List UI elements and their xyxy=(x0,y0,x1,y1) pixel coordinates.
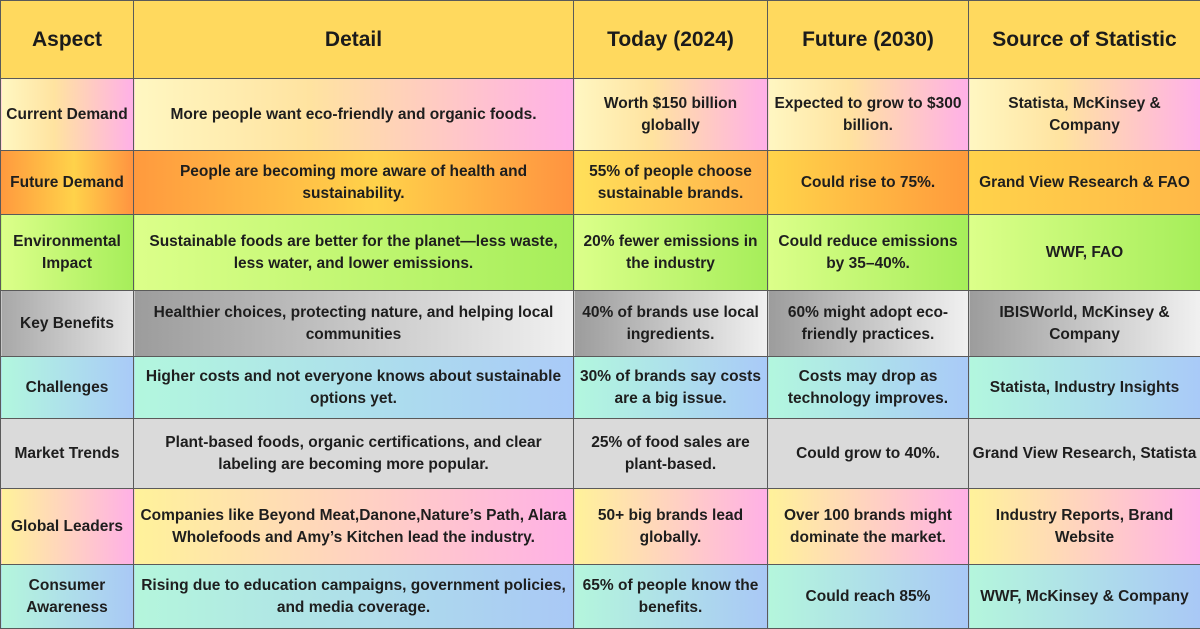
cell-aspect: Market Trends xyxy=(1,419,134,489)
cell-future: Could reduce emissions by 35–40%. xyxy=(768,215,969,291)
cell-future: Expected to grow to $300 billion. xyxy=(768,79,969,151)
cell-today: 30% of brands say costs are a big issue. xyxy=(574,357,768,419)
header-row: Aspect Detail Today (2024) Future (2030)… xyxy=(1,1,1200,79)
table-row: Future Demand People are becoming more a… xyxy=(1,151,1200,215)
cell-detail: More people want eco-friendly and organi… xyxy=(134,79,574,151)
cell-detail: Sustainable foods are better for the pla… xyxy=(134,215,574,291)
cell-today: 25% of food sales are plant-based. xyxy=(574,419,768,489)
cell-source: IBISWorld, McKinsey & Company xyxy=(969,291,1200,357)
cell-future: Could rise to 75%. xyxy=(768,151,969,215)
table-row: Global Leaders Companies like Beyond Mea… xyxy=(1,489,1200,565)
cell-today: 55% of people choose sustainable brands. xyxy=(574,151,768,215)
cell-source: Statista, McKinsey & Company xyxy=(969,79,1200,151)
cell-detail: Plant-based foods, organic certification… xyxy=(134,419,574,489)
cell-source: WWF, McKinsey & Company xyxy=(969,565,1200,629)
cell-source: Industry Reports, Brand Website xyxy=(969,489,1200,565)
cell-today: 40% of brands use local ingredients. xyxy=(574,291,768,357)
cell-detail: Rising due to education campaigns, gover… xyxy=(134,565,574,629)
cell-future: Could grow to 40%. xyxy=(768,419,969,489)
cell-aspect: Key Benefits xyxy=(1,291,134,357)
table-row: Key Benefits Healthier choices, protecti… xyxy=(1,291,1200,357)
cell-detail: Healthier choices, protecting nature, an… xyxy=(134,291,574,357)
cell-future: Could reach 85% xyxy=(768,565,969,629)
header-source: Source of Statistic xyxy=(969,1,1200,79)
cell-aspect: Consumer Awareness xyxy=(1,565,134,629)
table-row: Consumer Awareness Rising due to educati… xyxy=(1,565,1200,629)
header-today: Today (2024) xyxy=(574,1,768,79)
cell-source: Grand View Research, Statista xyxy=(969,419,1200,489)
cell-detail: People are becoming more aware of health… xyxy=(134,151,574,215)
cell-aspect: Challenges xyxy=(1,357,134,419)
cell-today: 20% fewer emissions in the industry xyxy=(574,215,768,291)
table-row: Challenges Higher costs and not everyone… xyxy=(1,357,1200,419)
header-aspect: Aspect xyxy=(1,1,134,79)
header-detail: Detail xyxy=(134,1,574,79)
cell-today: 65% of people know the benefits. xyxy=(574,565,768,629)
cell-aspect: Current Demand xyxy=(1,79,134,151)
cell-today: 50+ big brands lead globally. xyxy=(574,489,768,565)
cell-aspect: Environmental Impact xyxy=(1,215,134,291)
cell-source: Grand View Research & FAO xyxy=(969,151,1200,215)
cell-source: WWF, FAO xyxy=(969,215,1200,291)
cell-detail: Higher costs and not everyone knows abou… xyxy=(134,357,574,419)
header-future: Future (2030) xyxy=(768,1,969,79)
cell-today: Worth $150 billion globally xyxy=(574,79,768,151)
cell-future: 60% might adopt eco-friendly practices. xyxy=(768,291,969,357)
cell-future: Over 100 brands might dominate the marke… xyxy=(768,489,969,565)
table-row: Market Trends Plant-based foods, organic… xyxy=(1,419,1200,489)
cell-aspect: Global Leaders xyxy=(1,489,134,565)
table-row: Environmental Impact Sustainable foods a… xyxy=(1,215,1200,291)
cell-detail: Companies like Beyond Meat,Danone,Nature… xyxy=(134,489,574,565)
cell-aspect: Future Demand xyxy=(1,151,134,215)
cell-source: Statista, Industry Insights xyxy=(969,357,1200,419)
cell-future: Costs may drop as technology improves. xyxy=(768,357,969,419)
table-row: Current Demand More people want eco-frie… xyxy=(1,79,1200,151)
